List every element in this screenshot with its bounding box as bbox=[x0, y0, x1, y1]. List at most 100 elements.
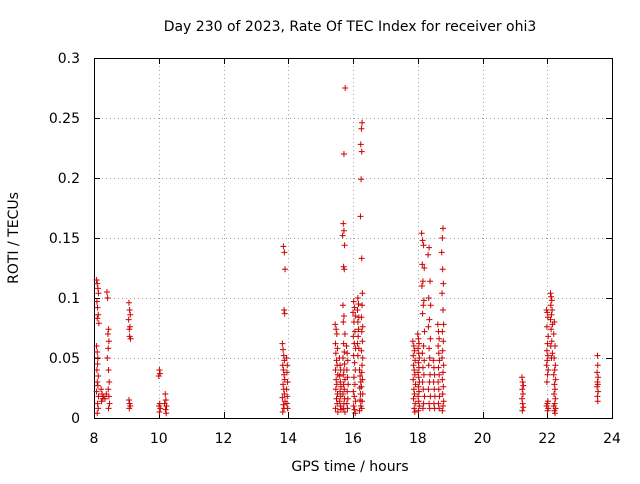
data-point bbox=[359, 355, 366, 361]
data-point bbox=[156, 409, 163, 415]
data-point bbox=[545, 367, 552, 373]
data-point bbox=[427, 278, 434, 285]
data-point bbox=[284, 362, 291, 369]
data-point bbox=[420, 386, 427, 393]
data-point bbox=[440, 398, 447, 405]
data-point bbox=[102, 395, 109, 402]
data-point bbox=[357, 141, 364, 148]
data-point bbox=[439, 235, 446, 241]
data-point bbox=[415, 398, 422, 405]
data-point bbox=[436, 393, 443, 400]
data-point bbox=[163, 403, 170, 409]
data-point bbox=[104, 295, 111, 301]
data-point bbox=[354, 340, 361, 347]
data-point bbox=[552, 386, 559, 393]
data-point bbox=[343, 343, 350, 349]
data-point bbox=[280, 367, 287, 373]
data-point bbox=[416, 403, 423, 409]
data-point bbox=[93, 343, 100, 349]
data-point bbox=[420, 400, 427, 407]
data-point bbox=[95, 373, 102, 379]
data-point bbox=[359, 119, 366, 126]
data-point bbox=[281, 310, 288, 317]
data-point bbox=[162, 406, 169, 413]
data-point bbox=[519, 407, 526, 414]
data-point bbox=[125, 397, 132, 403]
data-point bbox=[339, 232, 346, 239]
data-point bbox=[333, 326, 340, 333]
data-point bbox=[282, 266, 289, 273]
data-point bbox=[352, 410, 359, 417]
grid bbox=[94, 58, 612, 418]
y-tick-label: 0.05 bbox=[49, 351, 80, 367]
data-point bbox=[547, 290, 554, 297]
data-point bbox=[344, 395, 351, 402]
data-point bbox=[418, 283, 425, 289]
data-point bbox=[341, 361, 348, 367]
data-point bbox=[283, 355, 290, 361]
data-point bbox=[93, 277, 100, 283]
data-point bbox=[351, 359, 358, 366]
data-point bbox=[104, 355, 111, 361]
x-tick-label: 22 bbox=[538, 431, 556, 447]
data-point bbox=[354, 295, 361, 301]
data-point bbox=[344, 388, 351, 395]
x-tick-label: 24 bbox=[603, 431, 621, 447]
data-point bbox=[336, 373, 343, 379]
data-point bbox=[359, 376, 366, 383]
data-point bbox=[93, 388, 100, 395]
data-point bbox=[332, 321, 339, 328]
data-point bbox=[344, 374, 351, 381]
data-point bbox=[435, 364, 442, 371]
data-point bbox=[359, 290, 366, 297]
data-point bbox=[544, 357, 551, 364]
data-point bbox=[518, 374, 525, 381]
x-tick-label: 8 bbox=[90, 431, 99, 447]
data-point bbox=[94, 361, 101, 367]
data-point bbox=[544, 371, 551, 378]
data-point bbox=[95, 311, 102, 318]
data-point bbox=[519, 379, 526, 385]
data-point bbox=[595, 374, 602, 381]
data-point bbox=[336, 398, 343, 405]
data-point bbox=[552, 395, 559, 402]
data-point bbox=[439, 290, 446, 297]
data-point bbox=[416, 388, 423, 395]
data-point bbox=[127, 311, 134, 318]
data-point bbox=[410, 386, 417, 393]
data-point bbox=[552, 410, 559, 417]
data-point bbox=[551, 391, 558, 397]
data-point bbox=[104, 331, 111, 337]
data-point bbox=[420, 297, 427, 304]
data-point bbox=[426, 345, 433, 352]
data-point bbox=[357, 213, 364, 220]
data-point bbox=[427, 302, 434, 309]
data-point bbox=[358, 369, 365, 376]
y-tick-label: 0.1 bbox=[58, 291, 80, 307]
data-point bbox=[421, 328, 428, 335]
data-point bbox=[420, 371, 427, 378]
data-point bbox=[339, 355, 346, 361]
data-point bbox=[95, 290, 102, 297]
data-point bbox=[548, 338, 555, 345]
data-point bbox=[283, 369, 290, 376]
x-axis-label: GPS time / hours bbox=[291, 459, 408, 475]
data-point bbox=[98, 386, 105, 393]
data-point bbox=[341, 349, 348, 355]
data-point bbox=[551, 355, 558, 361]
data-point bbox=[351, 406, 358, 413]
data-point bbox=[440, 225, 447, 232]
data-point bbox=[341, 242, 348, 249]
data-point bbox=[548, 311, 555, 318]
data-point bbox=[435, 400, 442, 407]
data-point bbox=[552, 343, 559, 349]
data-point bbox=[544, 309, 551, 316]
data-point bbox=[426, 244, 433, 251]
data-point bbox=[352, 398, 359, 405]
data-point bbox=[105, 405, 112, 412]
data-point bbox=[340, 371, 347, 378]
data-point bbox=[519, 391, 526, 397]
data-point bbox=[409, 338, 416, 345]
data-point bbox=[421, 393, 428, 400]
